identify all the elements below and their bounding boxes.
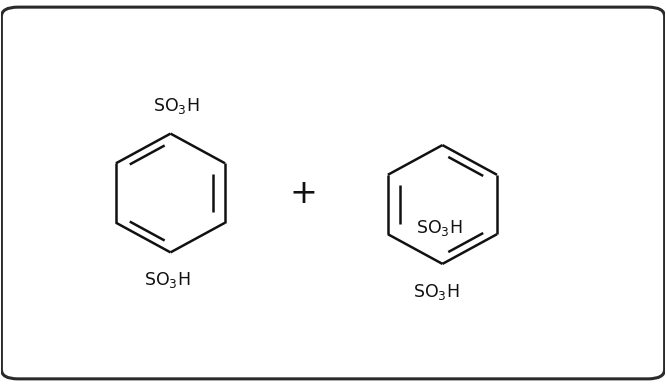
Text: SO$_3$H: SO$_3$H [412, 282, 459, 302]
Text: SO$_3$H: SO$_3$H [144, 270, 190, 290]
Text: SO$_3$H: SO$_3$H [153, 96, 199, 116]
Text: SO$_3$H: SO$_3$H [416, 218, 462, 239]
FancyBboxPatch shape [1, 7, 665, 379]
Text: +: + [289, 176, 317, 210]
